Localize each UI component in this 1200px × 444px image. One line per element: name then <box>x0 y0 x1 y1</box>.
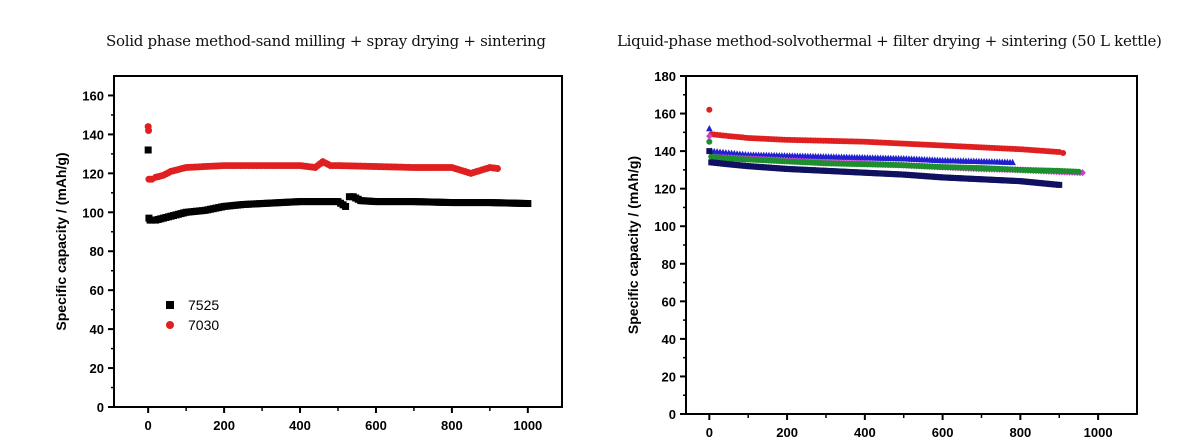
x-tick-label: 0 <box>706 425 713 440</box>
data-point <box>145 127 153 135</box>
y-axis-label: Specific capacity / (mAh/g) <box>53 152 69 330</box>
data-point <box>706 106 713 113</box>
data-point <box>148 216 156 224</box>
y-tick-label: 20 <box>662 369 676 384</box>
y-tick-label: 60 <box>662 294 676 309</box>
data-point <box>1056 181 1063 188</box>
y-tick-label: 80 <box>662 257 676 272</box>
series-0 <box>706 106 1067 156</box>
legend: 7525 7030 <box>166 297 219 333</box>
x-tick-label: 1000 <box>1084 425 1113 440</box>
data-point <box>1009 158 1016 166</box>
y-tick-label: 140 <box>82 127 104 142</box>
y-tick-label: 140 <box>654 144 676 159</box>
y-tick-label: 100 <box>82 205 104 220</box>
data-point <box>1060 149 1067 156</box>
data-point <box>706 124 713 132</box>
x-tick-label: 0 <box>145 418 152 433</box>
plot-frame <box>685 75 1138 415</box>
y-tick-label: 120 <box>82 166 104 181</box>
y-tick-label: 120 <box>654 182 676 197</box>
left-chart-title: Solid phase method-sand milling + spray … <box>106 32 546 50</box>
y-tick-label: 100 <box>654 219 676 234</box>
x-tick-label: 800 <box>1010 425 1032 440</box>
y-tick-label: 80 <box>90 244 104 259</box>
legend-label-7030: 7030 <box>188 317 219 333</box>
data-point <box>706 148 713 155</box>
x-tick-label: 800 <box>441 418 463 433</box>
y-tick-label: 0 <box>669 407 676 422</box>
legend-marker-7525 <box>166 301 174 309</box>
plot-frame <box>113 75 563 408</box>
data-point <box>493 164 501 172</box>
chart-0: 0 20 40 60 80 100 120 140 160 0 200 400 600 800 1000 Sp… <box>53 75 563 433</box>
y-tick-label: 160 <box>82 88 104 103</box>
x-tick-label: 200 <box>213 418 235 433</box>
x-tick-label: 600 <box>932 425 954 440</box>
data-point <box>1075 168 1082 175</box>
y-tick-label: 20 <box>90 361 104 376</box>
x-tick-label: 600 <box>365 418 387 433</box>
y-tick-label: 40 <box>662 332 676 347</box>
x-tick-label: 400 <box>854 425 876 440</box>
x-tick-label: 400 <box>289 418 311 433</box>
data-point <box>706 132 713 140</box>
data-point <box>706 138 713 145</box>
chart-1: 0 20 40 60 80 100 120 140 160 180 0 200 400 600 800 100… <box>625 69 1138 440</box>
series-7525 <box>144 146 532 224</box>
x-tick-label: 200 <box>776 425 798 440</box>
data-point <box>345 193 353 201</box>
legend-label-7525: 7525 <box>188 297 219 313</box>
y-tick-label: 60 <box>90 283 104 298</box>
y-axis-label: Specific capacity / (mAh/g) <box>625 156 641 334</box>
right-chart-title: Liquid-phase method-solvothermal + filte… <box>617 32 1162 50</box>
data-point <box>524 200 532 208</box>
data-point <box>342 202 350 210</box>
y-tick-label: 180 <box>654 69 676 84</box>
y-tick-label: 0 <box>97 400 104 415</box>
y-tick-label: 160 <box>654 107 676 122</box>
series-4 <box>706 148 1063 188</box>
series-7030 <box>144 123 501 183</box>
series-1 <box>706 124 1016 166</box>
series-3 <box>706 138 1082 175</box>
data-point <box>144 146 152 154</box>
legend-marker-7030 <box>166 321 174 329</box>
y-tick-label: 40 <box>90 322 104 337</box>
x-tick-label: 1000 <box>513 418 542 433</box>
